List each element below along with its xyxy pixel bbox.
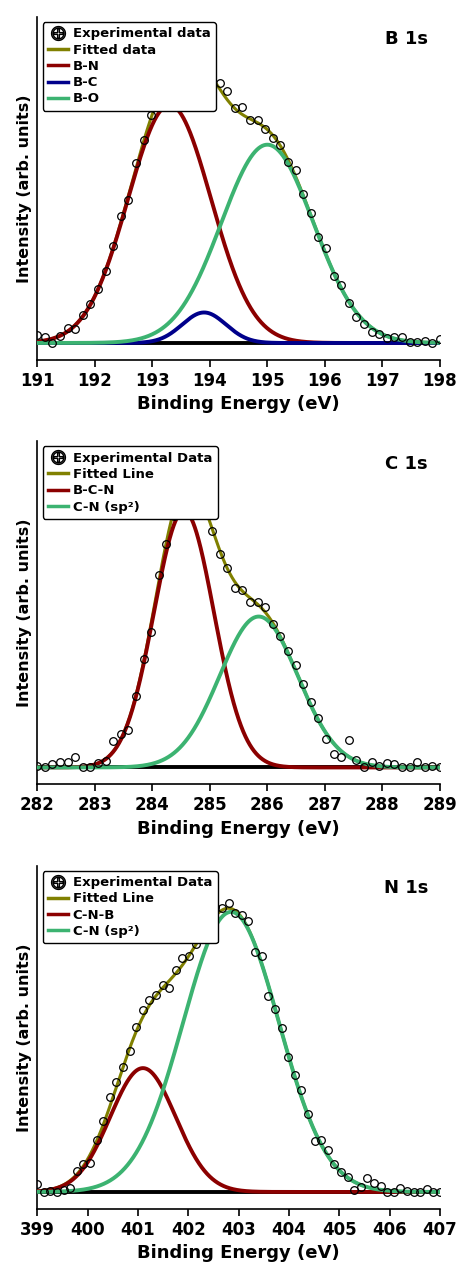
Y-axis label: Intensity (arb. units): Intensity (arb. units) [17, 518, 32, 707]
Legend: Experimental Data, Fitted Line, C-N-B, C-N (sp²): Experimental Data, Fitted Line, C-N-B, C… [43, 871, 218, 944]
X-axis label: Binding Energy (eV): Binding Energy (eV) [137, 820, 340, 838]
Legend: Experimental data, Fitted data, B-N, B-C, B-O: Experimental data, Fitted data, B-N, B-C… [43, 22, 216, 111]
Text: N 1s: N 1s [383, 880, 428, 898]
Text: B 1s: B 1s [385, 31, 428, 49]
X-axis label: Binding Energy (eV): Binding Energy (eV) [137, 1244, 340, 1262]
X-axis label: Binding Energy (eV): Binding Energy (eV) [137, 395, 340, 413]
Text: C 1s: C 1s [385, 455, 428, 473]
Y-axis label: Intensity (arb. units): Intensity (arb. units) [17, 943, 32, 1132]
Y-axis label: Intensity (arb. units): Intensity (arb. units) [17, 95, 32, 283]
Legend: Experimental Data, Fitted Line, B-C-N, C-N (sp²): Experimental Data, Fitted Line, B-C-N, C… [43, 446, 218, 519]
